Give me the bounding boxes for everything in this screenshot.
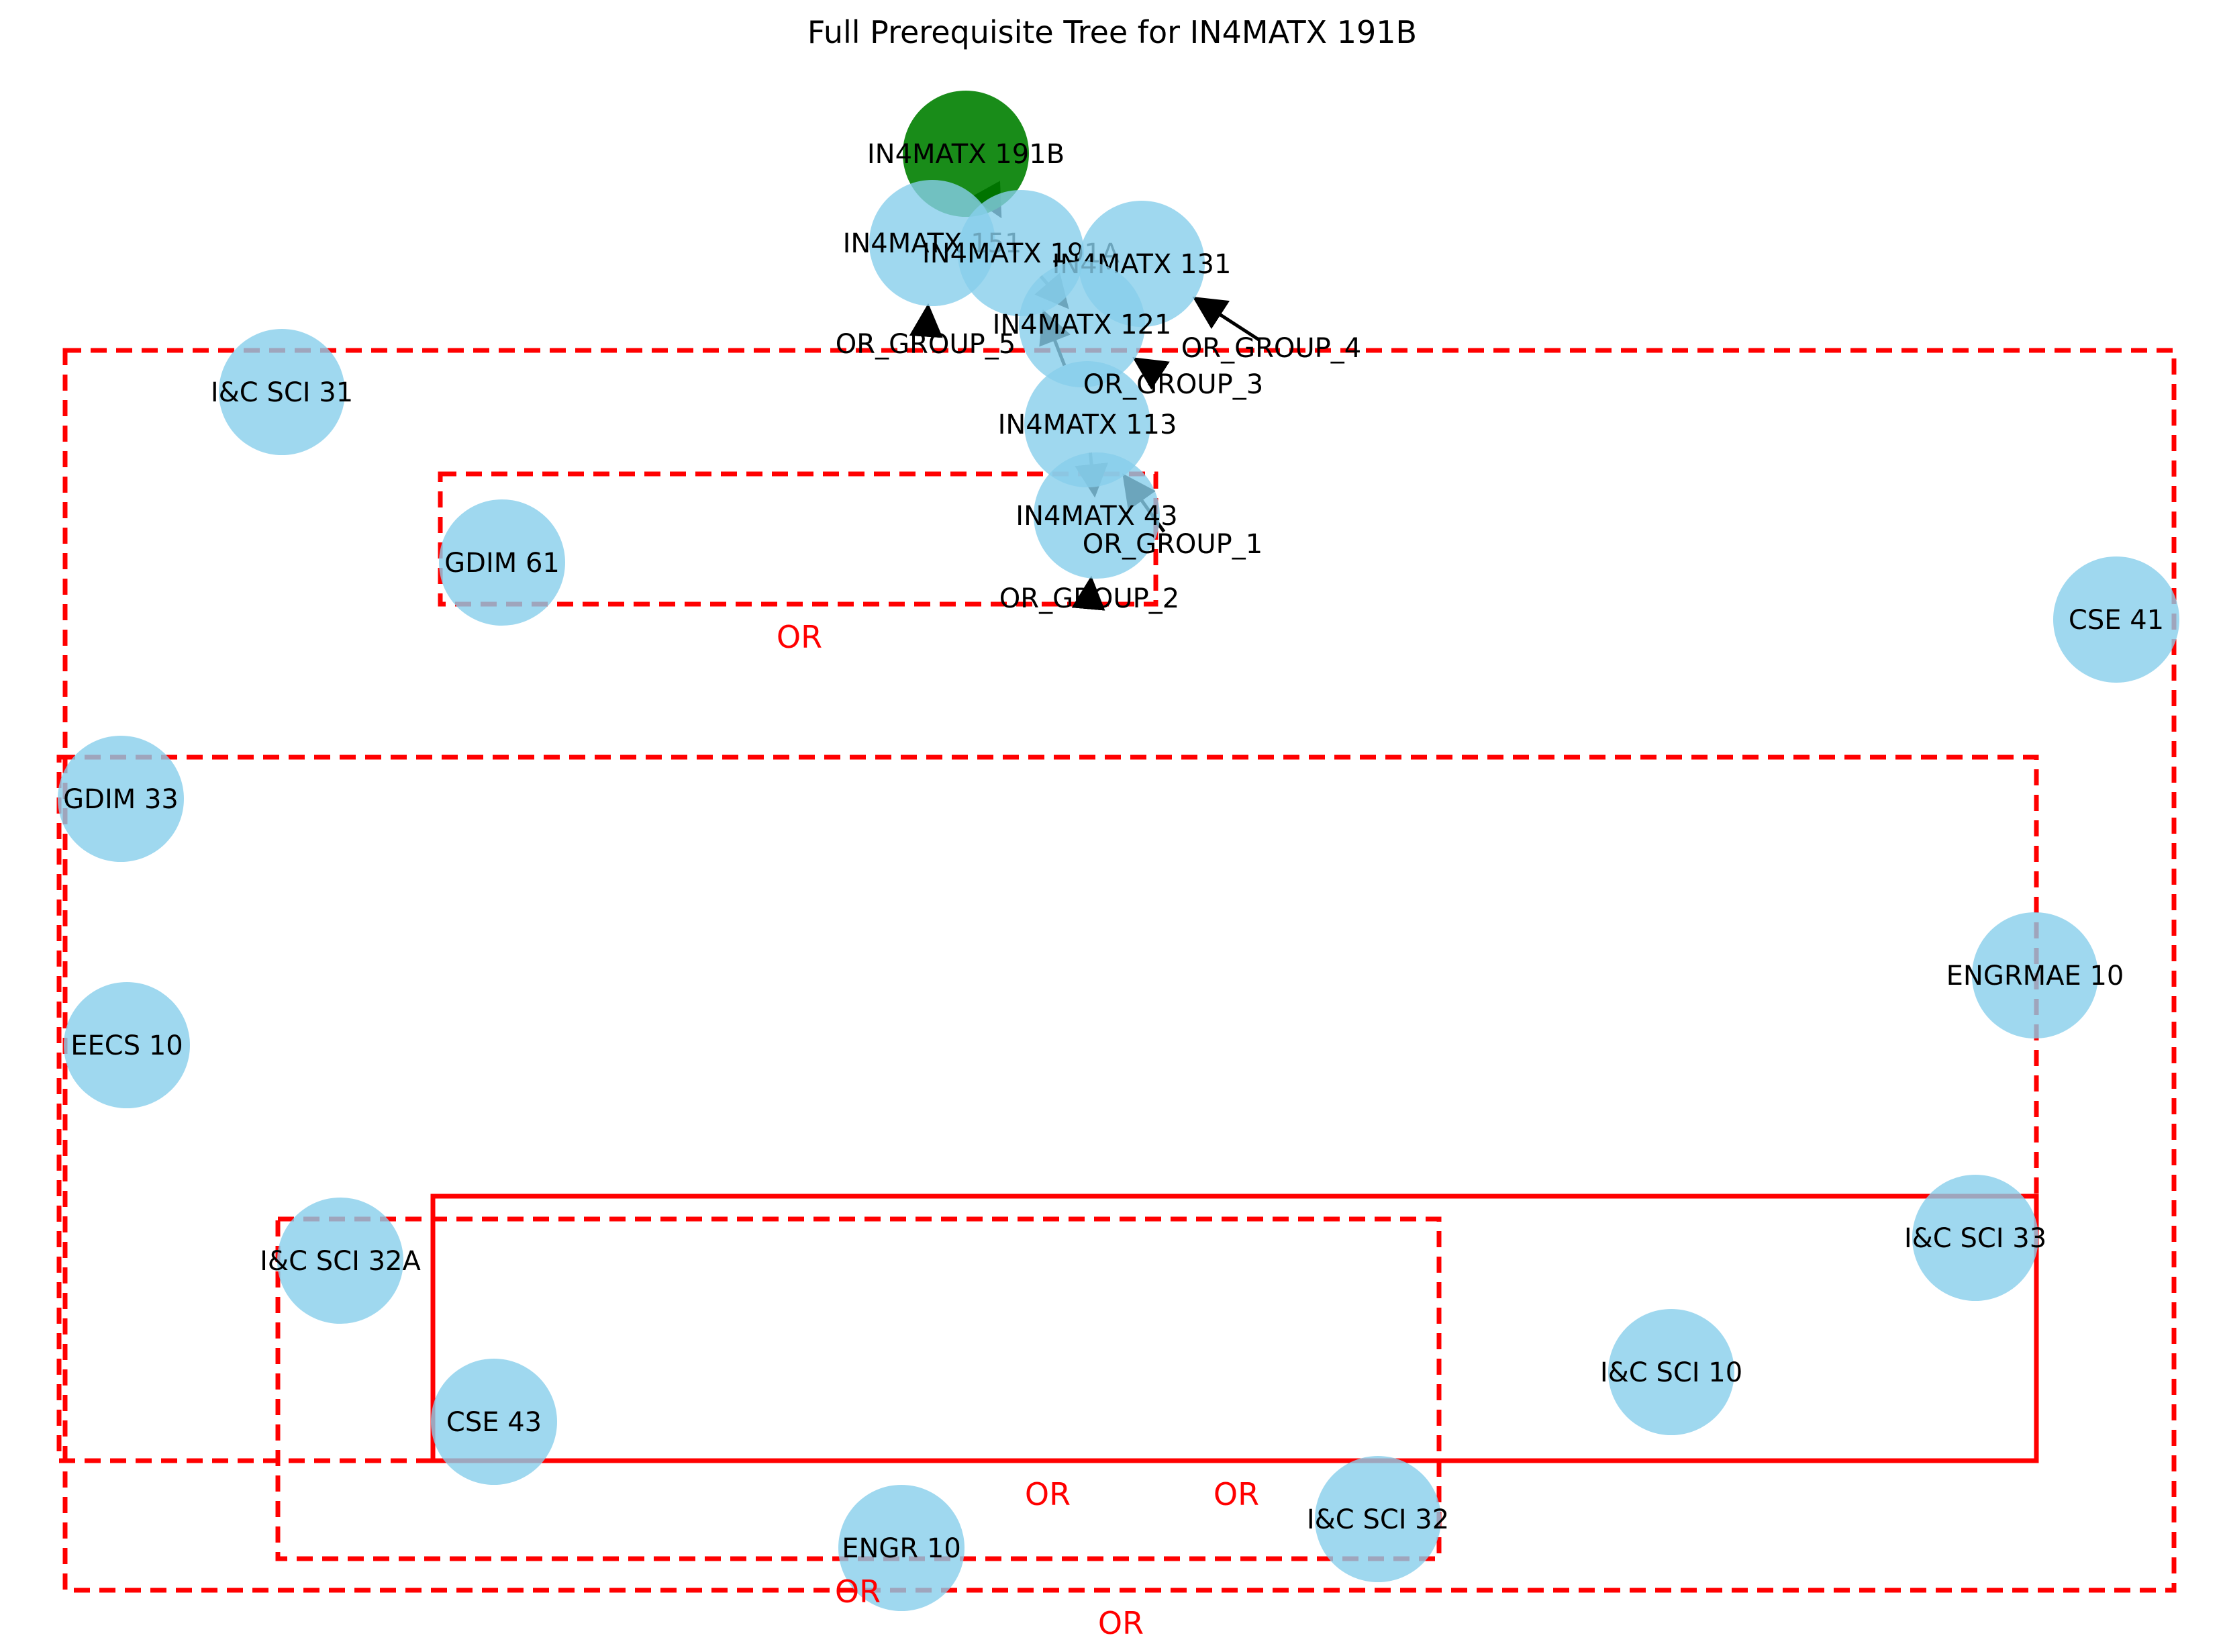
group-label-2: OR_GROUP_2 [999,583,1179,614]
node-circle [1912,1175,2038,1301]
or-label-2: OR [1025,1476,1071,1512]
node-circle [1608,1309,1734,1435]
or-label-5: OR [1098,1605,1144,1641]
node-circle [277,1198,403,1324]
node-eecs-10: EECS 10 [64,982,190,1108]
node-label: IN4MATX 43 [1016,501,1177,532]
group-label-layer: OR_GROUP_1 OR_GROUP_2 OR_GROUP_3 OR_GROUP_4… [836,329,1361,614]
node-i-c-sci-33: I&C SCI 33 [1904,1175,2046,1301]
diagram-title: Full Prerequisite Tree for IN4MATX 191B [807,14,1417,50]
node-label: IN4MATX 121 [993,309,1172,340]
or-box-solid [430,1194,2039,1463]
node-circle [1315,1456,1441,1582]
or-label-3: OR [1214,1476,1259,1512]
node-i-c-sci-32: I&C SCI 32 [1307,1456,1449,1582]
node-in4matx-121: IN4MATX 121 [993,261,1172,387]
node-in4matx-113: IN4MATX 113 [998,361,1177,487]
group-label-4: OR_GROUP_4 [1181,333,1361,364]
or-box-intro [56,755,2039,1463]
edge-0 [909,303,943,338]
edge-1 [1192,296,1260,342]
group-label-3: OR_GROUP_3 [1083,369,1263,400]
node-circle [1024,361,1150,487]
node-circle [1972,912,2098,1038]
node-circle [219,329,345,455]
node-circle [1034,452,1160,579]
node-i-c-sci-31: I&C SCI 31 [211,329,353,455]
node-label: EECS 10 [70,1030,183,1061]
or-label-4: OR [835,1573,881,1610]
node-engrmae-10: ENGRMAE 10 [1946,912,2124,1038]
group-label-1: OR_GROUP_1 [1083,529,1263,560]
edge-2 [1132,357,1170,390]
node-circle [1019,261,1145,387]
node-label: GDIM 61 [444,548,560,579]
or-box-gdim [438,471,1158,607]
node-gdim-61: GDIM 61 [439,499,565,626]
node-circle [431,1359,557,1485]
node-circle [838,1485,965,1611]
or-label-1: OR [777,619,822,655]
group-label-5: OR_GROUP_5 [836,329,1016,360]
node-label: ENGR 10 [842,1533,961,1564]
node-circle [2053,556,2179,683]
node-cse-41: CSE 41 [2053,556,2179,683]
node-gdim-33: GDIM 33 [58,736,184,862]
node-label: I&C SCI 33 [1904,1223,2046,1254]
node-circle [58,736,184,862]
node-label: CSE 43 [446,1407,542,1438]
node-label: GDIM 33 [63,784,179,815]
node-label: I&C SCI 10 [1600,1357,1742,1388]
node-label: I&C SCI 31 [211,377,353,408]
or-label-layer: OR OR OR OR OR [777,619,1259,1641]
node-label: CSE 41 [2069,605,2164,636]
node-i-c-sci-10: I&C SCI 10 [1600,1309,1742,1435]
node-circle [64,982,190,1108]
node-in4matx-43: IN4MATX 43 [1016,452,1178,579]
node-cse-43: CSE 43 [431,1359,557,1485]
node-engr-10: ENGR 10 [838,1485,965,1611]
node-i-c-sci-32a: I&C SCI 32A [260,1198,421,1324]
node-label: I&C SCI 32A [260,1246,421,1277]
node-label: ENGRMAE 10 [1946,961,2124,991]
node-label: IN4MATX 191B [867,139,1065,170]
node-label: I&C SCI 32 [1307,1504,1449,1535]
node-label: IN4MATX 113 [998,409,1177,440]
node-circle [439,499,565,626]
